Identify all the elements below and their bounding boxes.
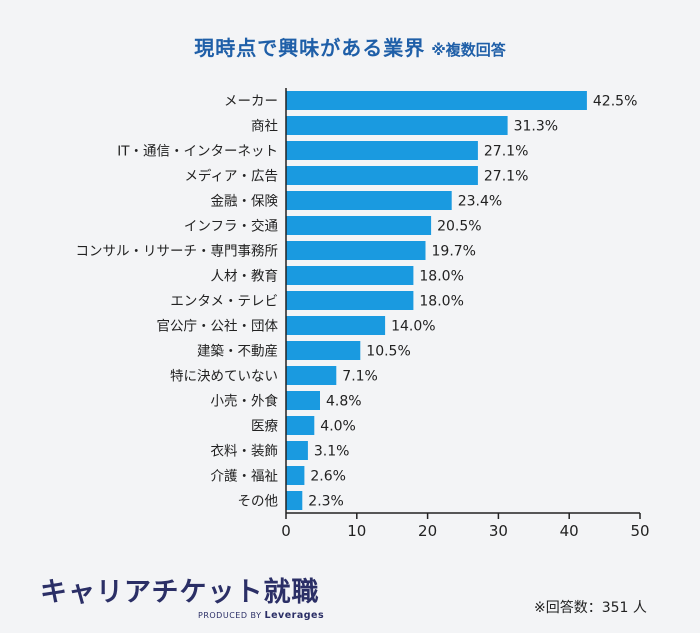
category-label: 金融・保険 [211, 194, 279, 210]
category-label: エンタメ・テレビ [170, 294, 278, 310]
category-label: 商社 [251, 119, 278, 135]
bar [286, 491, 303, 510]
value-label: 18.0% [419, 269, 463, 285]
bar [286, 316, 386, 335]
category-label: 特に決めていない [170, 369, 278, 385]
value-label: 42.5% [593, 94, 637, 110]
produced-by-company: Leverages [264, 610, 325, 621]
value-label: 18.0% [419, 294, 463, 310]
value-label: 4.8% [326, 394, 362, 410]
value-label: 20.5% [437, 219, 481, 235]
category-label: コンサル・リサーチ・専門事務所 [76, 244, 279, 260]
bar [286, 466, 305, 485]
brand-produced-by: PRODUCED BY Leverages [198, 610, 324, 621]
response-count-footnote: ※回答数：351 人 [534, 600, 647, 616]
value-label: 2.6% [310, 469, 346, 485]
value-label: 19.7% [432, 244, 476, 260]
chart-title-main: 現時点で興味がある業界 [194, 36, 426, 60]
category-label: メディア・広告 [184, 168, 278, 185]
value-label: 10.5% [366, 344, 410, 360]
x-tick-label: 40 [560, 522, 579, 540]
bar [286, 116, 508, 135]
bar [286, 366, 337, 385]
chart-title-note: ※複数回答 [431, 41, 506, 59]
value-label: 3.1% [314, 444, 350, 460]
x-tick-label: 30 [489, 522, 508, 540]
category-label: その他 [238, 494, 279, 510]
value-label: 23.4% [458, 194, 502, 210]
value-label: 2.3% [308, 494, 344, 510]
bar [286, 266, 414, 285]
bar [286, 191, 452, 210]
category-label: 官公庁・公社・団体 [157, 319, 279, 335]
category-label: IT・通信・インターネット [117, 144, 278, 160]
bar [286, 416, 315, 435]
bar [286, 166, 478, 185]
bar [286, 291, 414, 310]
x-tick-label: 20 [418, 522, 437, 540]
value-label: 27.1% [484, 144, 528, 160]
value-label: 4.0% [320, 419, 356, 435]
bar [286, 341, 361, 360]
value-label: 27.1% [484, 169, 528, 185]
value-label: 7.1% [342, 369, 378, 385]
x-tick-label: 10 [347, 522, 366, 540]
category-label: 介護・福祉 [211, 469, 279, 485]
x-ticks-group: 0 10 20 30 40 50 [281, 513, 650, 540]
bar [286, 141, 478, 160]
category-label: 小売・外食 [211, 393, 279, 410]
chart-title: 現時点で興味がある業界 ※複数回答 [0, 32, 700, 61]
value-label: 14.0% [391, 319, 435, 335]
bars-group [286, 91, 587, 510]
x-tick-label: 0 [281, 522, 291, 540]
produced-by-label: PRODUCED BY [198, 611, 262, 620]
x-tick-label: 50 [630, 522, 649, 540]
category-label: 建築・不動産 [197, 344, 278, 360]
bar [286, 391, 320, 410]
category-label: 人材・教育 [211, 269, 279, 285]
bar [286, 241, 426, 260]
category-label: 医療 [251, 418, 278, 435]
value-labels-group: 42.5% 31.3% 27.1% 27.1% 23.4% 20.5% 19.7% 18.0%… [308, 94, 637, 510]
bar [286, 216, 432, 235]
category-label: インフラ・交通 [184, 218, 279, 235]
brand-logo: キャリアチケット就職 [40, 577, 320, 608]
category-label: メーカー [224, 94, 278, 110]
value-label: 31.3% [514, 119, 558, 135]
bar [286, 91, 587, 110]
category-label: 衣料・装飾 [211, 444, 279, 460]
bar [286, 441, 308, 460]
